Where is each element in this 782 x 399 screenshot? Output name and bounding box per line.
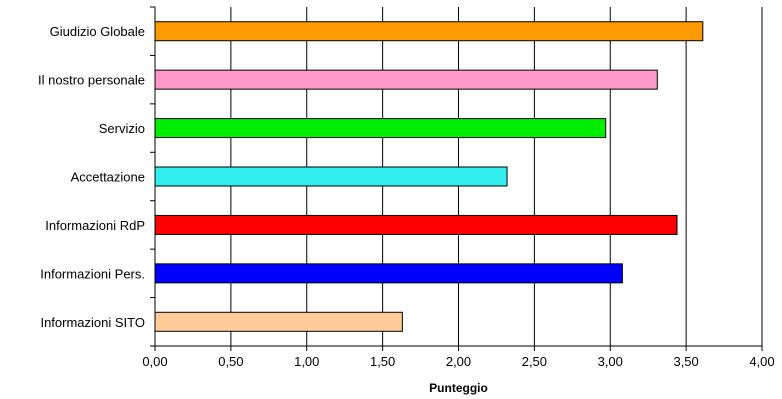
bar <box>154 166 508 187</box>
x-tick-label: 3,00 <box>598 354 623 369</box>
x-axis-title: Punteggio <box>429 381 488 395</box>
bar <box>154 263 623 284</box>
category-label: Giudizio Globale <box>50 24 145 39</box>
x-tick-label: 1,50 <box>370 354 395 369</box>
category-labels: Giudizio Globale Il nostro personale Servi… <box>38 24 145 330</box>
category-label: Informazioni SITO <box>40 315 145 330</box>
bar <box>154 69 658 90</box>
category-label: Informazioni RdP <box>45 218 145 233</box>
x-tick-label: 0,00 <box>142 354 167 369</box>
x-tick-label: 0,50 <box>218 354 243 369</box>
x-tick-label: 3,50 <box>673 354 698 369</box>
x-tick-label: 4,00 <box>749 354 774 369</box>
x-tick-label: 1,00 <box>294 354 319 369</box>
category-label: Servizio <box>99 121 145 136</box>
tick-labels: 0,00 0,50 1,00 1,50 2,00 2,50 3,00 3,50 4,00 <box>142 354 774 369</box>
x-tick-label: 2,00 <box>446 354 471 369</box>
bar <box>154 311 403 332</box>
category-label: Accettazione <box>71 170 145 185</box>
bar <box>154 21 704 42</box>
x-tick-label: 2,50 <box>522 354 547 369</box>
category-label: Informazioni Pers. <box>40 266 145 281</box>
bar <box>154 214 678 235</box>
axes <box>150 6 763 351</box>
bars <box>154 21 704 332</box>
bar <box>154 118 607 139</box>
category-label: Il nostro personale <box>38 73 145 88</box>
